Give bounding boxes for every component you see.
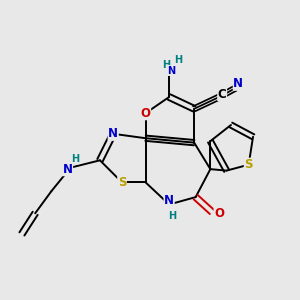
Text: O: O xyxy=(141,107,151,120)
Text: N: N xyxy=(233,77,243,90)
Text: N: N xyxy=(164,194,174,207)
Text: N: N xyxy=(167,65,175,76)
Text: N: N xyxy=(63,163,73,176)
Text: C: C xyxy=(218,88,226,100)
Text: H: H xyxy=(174,55,182,65)
Text: H: H xyxy=(162,60,170,70)
Text: H: H xyxy=(71,154,79,164)
Text: O: O xyxy=(214,207,224,220)
Text: S: S xyxy=(118,176,126,189)
Text: H: H xyxy=(168,211,176,221)
Text: S: S xyxy=(244,158,253,171)
Text: N: N xyxy=(108,127,118,140)
